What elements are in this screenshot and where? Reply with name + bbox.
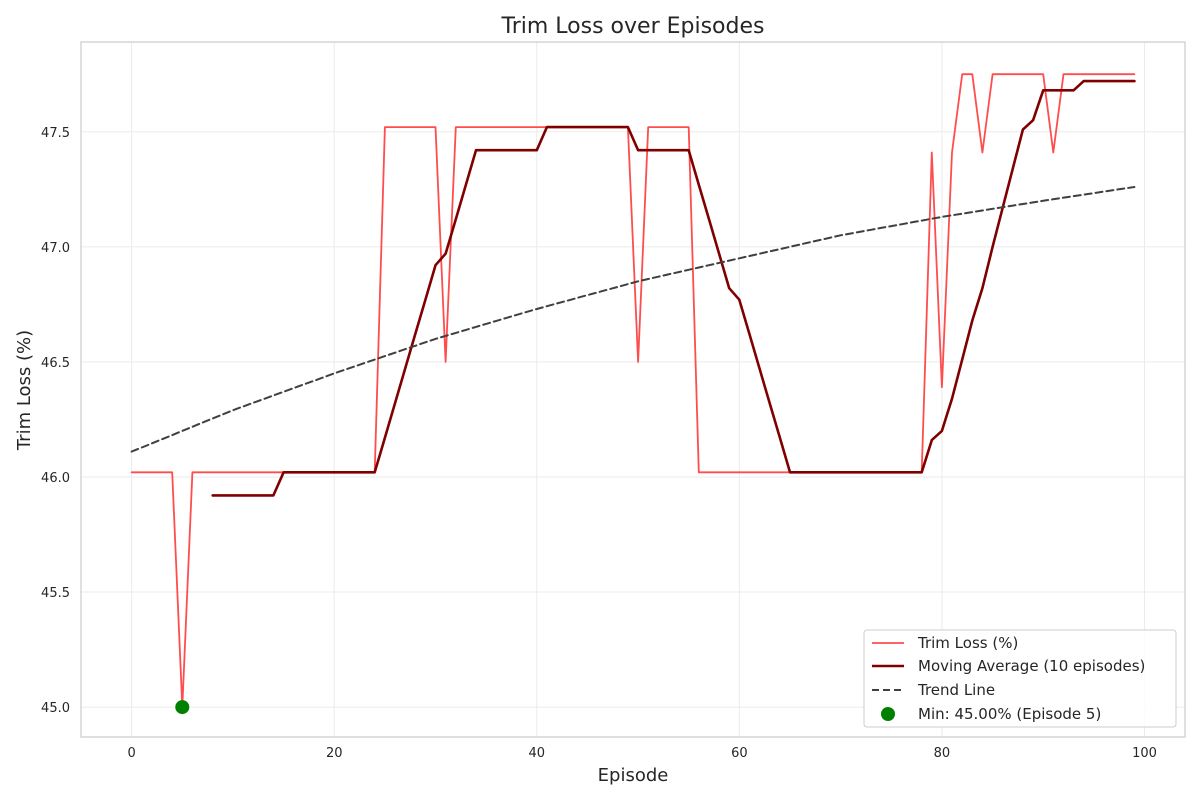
legend: Trim Loss (%) Moving Average (10 episode… [863,629,1177,728]
x-tick-label: 40 [529,746,546,761]
y-tick-label: 45.0 [41,701,70,716]
series-layer [130,73,1136,715]
x-tick-label: 100 [1132,746,1157,761]
x-axis-ticks: 0 20 40 60 80 100 [128,746,1157,761]
x-tick-label: 0 [128,746,136,761]
y-tick-label: 47.0 [41,241,70,256]
x-axis-label: Episode [598,765,669,786]
series-line-moving-average [211,79,1136,497]
y-tick-label: 45.5 [41,586,70,601]
grid-lines [81,42,1185,737]
min-point-marker [175,700,190,715]
legend-box [863,629,1177,728]
legend-label-trend-line: Trend Line [917,681,995,699]
legend-label-trim-loss: Trim Loss (%) [917,634,1018,652]
series-line-trim-loss [130,73,1136,708]
x-tick-label: 60 [731,746,748,761]
legend-label-min-marker: Min: 45.00% (Episode 5) [918,705,1101,723]
series-line-trend [130,186,1136,453]
plot-frame [80,41,1186,738]
legend-swatch-min-marker [881,707,895,721]
y-tick-label: 46.5 [41,356,70,371]
y-axis-label: Trim Loss (%) [14,330,35,451]
y-axis-ticks: 45.0 45.5 46.0 46.5 47.0 47.5 [41,126,70,716]
legend-label-moving-average: Moving Average (10 episodes) [918,657,1145,675]
y-tick-label: 46.0 [41,471,70,486]
chart-title: Trim Loss over Episodes [501,14,765,39]
x-tick-label: 80 [934,746,951,761]
y-tick-label: 47.5 [41,126,70,141]
x-tick-label: 20 [326,746,343,761]
